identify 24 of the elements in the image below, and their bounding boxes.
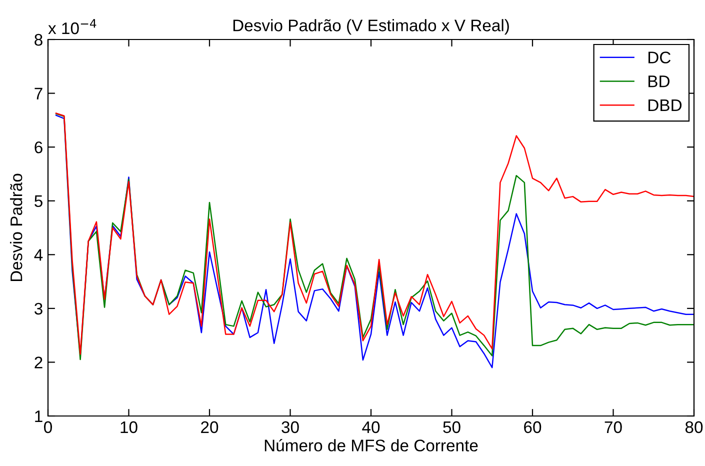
x-tick-label: 40	[362, 421, 380, 434]
x-tick-label: 10	[120, 421, 138, 434]
x-tick-label: 0	[44, 421, 52, 434]
y-tick-label: 6	[34, 141, 42, 154]
y-tick-label: 3	[34, 302, 42, 315]
x-tick-label: 50	[443, 421, 460, 434]
y-tick-label: 7	[34, 88, 42, 100]
x-axis-title: Número de MFS de Corrente	[264, 438, 478, 452]
x-tick-label: 80	[685, 421, 703, 434]
chart-title: Desvio Padrão (V Estimado x V Real)	[233, 19, 509, 35]
y-tick-label: 8	[34, 34, 42, 46]
y-axis-title: Desvio Padrão	[10, 174, 22, 282]
y-tick-label: 2	[34, 356, 42, 368]
y-tick-label: 5	[34, 195, 42, 208]
x-tick-label: 60	[524, 421, 542, 434]
legend-label: DBD	[648, 100, 682, 111]
legend-label: BD	[648, 76, 670, 88]
x-tick-label: 20	[201, 421, 218, 434]
x-tick-label: 30	[282, 421, 299, 434]
x-tick-label: 70	[604, 421, 622, 434]
text: x 10$^{−4}$	[48, 19, 96, 34]
y-tick-label: 4	[34, 249, 43, 261]
y-tick-label: 1	[35, 410, 42, 422]
legend-label: DC	[648, 52, 671, 64]
